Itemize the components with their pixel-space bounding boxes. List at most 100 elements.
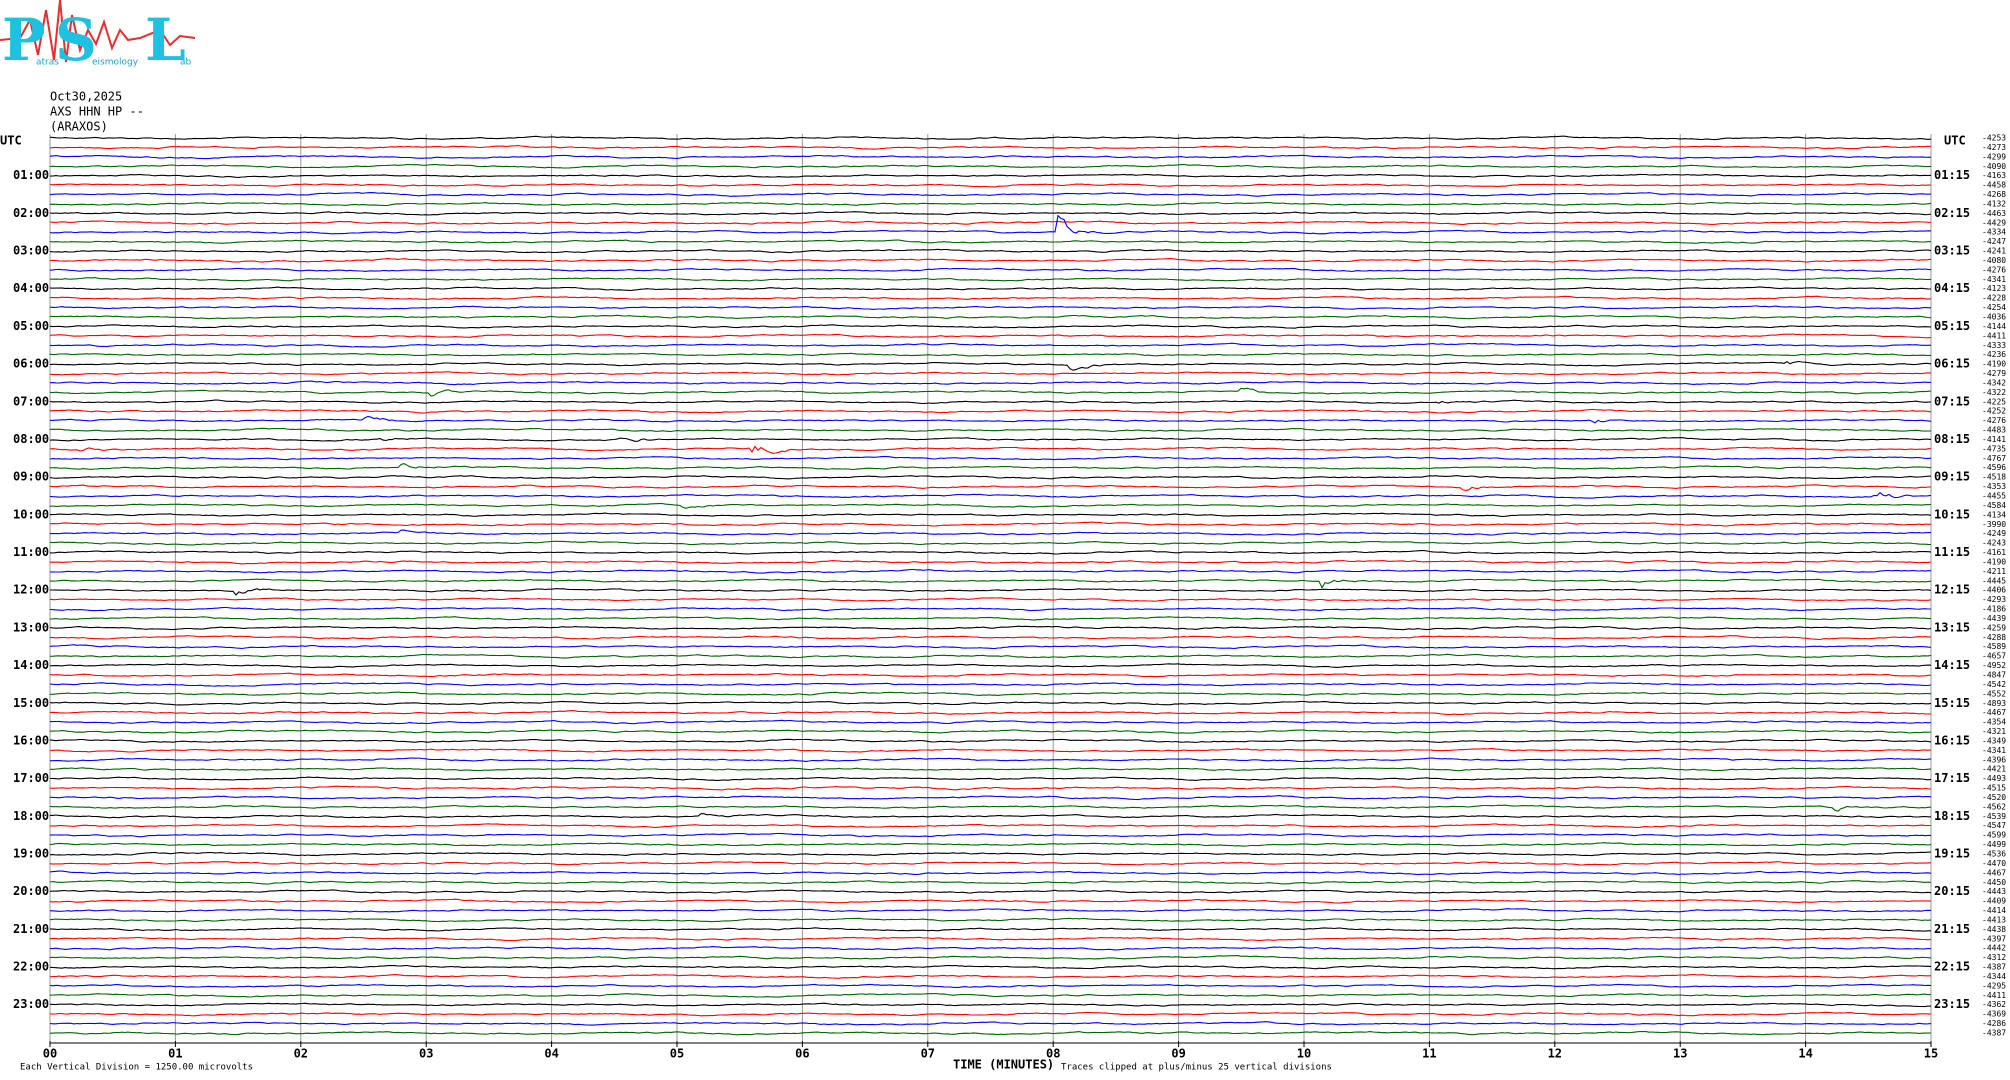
logo-wave [0, 0, 196, 63]
trace-offset: -4596 [1982, 463, 2006, 472]
trace [49, 992, 1932, 998]
trace-offset: -4132 [1982, 199, 2006, 208]
trace [49, 653, 1932, 659]
logo: P S L atras eismology ab [0, 0, 196, 74]
trace-offset: -4369 [1982, 1010, 2006, 1019]
trace-offset: -4952 [1982, 661, 2006, 670]
trace [49, 738, 1932, 744]
left-hour-label: 20:00 [13, 884, 49, 898]
trace [50, 295, 1932, 300]
trace-offset: -4463 [1982, 209, 2006, 218]
trace-offset: -4455 [1982, 492, 2006, 501]
trace [49, 455, 1932, 461]
left-hour-label: 06:00 [13, 357, 49, 371]
trace-offset: -4342 [1982, 378, 2006, 387]
left-hour-label: 23:00 [13, 997, 49, 1011]
trace-offset: -4134 [1982, 510, 2006, 519]
right-hour-label: 18:15 [1934, 809, 1970, 823]
right-hour-label: 22:15 [1934, 960, 1970, 974]
trace [49, 415, 1932, 424]
trace [49, 324, 1932, 329]
trace-offset: -4893 [1982, 699, 2006, 708]
trace [49, 154, 1932, 160]
trace-offset: -4254 [1982, 303, 2006, 312]
trace-offset: -4163 [1982, 171, 2006, 180]
trace-offset: -4397 [1982, 934, 2006, 943]
right-hour-label: 01:15 [1934, 168, 1970, 182]
trace [49, 861, 1932, 866]
trace [49, 1011, 1932, 1017]
x-tick-label: 02 [294, 1047, 308, 1061]
left-hour-label: 16:00 [13, 733, 49, 747]
left-hour-label: 03:00 [13, 244, 49, 258]
trace [49, 286, 1932, 291]
trace-offset: -4252 [1982, 407, 2006, 416]
trace-offset: -4518 [1982, 473, 2006, 482]
right-axis-title: UTC [1944, 134, 1966, 148]
trace-offset: -4409 [1982, 897, 2006, 906]
trace [49, 983, 1932, 988]
trace-offset: -3990 [1982, 520, 2006, 529]
trace [49, 682, 1932, 687]
x-tick-label: 05 [670, 1047, 684, 1061]
trace-offset: -4458 [1982, 181, 2006, 190]
trace [49, 870, 1932, 876]
trace-offset: -4341 [1982, 746, 2006, 755]
right-hour-label: 23:15 [1934, 997, 1970, 1011]
trace-offset: -4080 [1982, 256, 2006, 265]
trace [49, 1030, 1932, 1036]
trace-offset: -4321 [1982, 727, 2006, 736]
trace [49, 183, 1932, 188]
x-axis-label: TIME (MINUTES) [953, 1058, 1054, 1072]
trace [49, 936, 1932, 942]
trace-offset: -4562 [1982, 802, 2006, 811]
trace [49, 700, 1932, 706]
right-hour-label: 05:15 [1934, 319, 1970, 333]
trace [50, 813, 1931, 819]
right-hour-label: 21:15 [1934, 922, 1970, 936]
trace [49, 804, 1932, 812]
trace-offset: -4445 [1982, 576, 2006, 585]
trace [49, 371, 1931, 376]
trace [49, 248, 1932, 254]
trace-offset: -4493 [1982, 774, 2006, 783]
left-hour-label: 10:00 [13, 507, 49, 521]
trace-offset: -4144 [1982, 322, 2006, 331]
trace [50, 277, 1932, 282]
trace [49, 437, 1932, 442]
trace-offset: -4247 [1982, 237, 2006, 246]
trace-offset: -4411 [1982, 991, 2006, 1000]
trace-offset: -4299 [1982, 152, 2006, 161]
trace [49, 164, 1932, 169]
left-hour-label: 02:00 [13, 206, 49, 220]
trace [49, 387, 1932, 397]
trace [49, 597, 1932, 602]
left-hour-label: 18:00 [13, 809, 49, 823]
trace [49, 578, 1932, 589]
trace [49, 145, 1932, 150]
trace-offset: -4268 [1982, 190, 2006, 199]
trace [49, 606, 1931, 612]
trace-offset: -4439 [1982, 614, 2006, 623]
right-hour-label: 06:15 [1934, 357, 1970, 371]
right-hour-label: 12:15 [1934, 583, 1970, 597]
trace-offset: -4396 [1982, 755, 2006, 764]
left-hour-label: 22:00 [13, 960, 49, 974]
trace [49, 239, 1931, 244]
trace [49, 663, 1932, 669]
trace [50, 314, 1932, 320]
clip-note: Traces clipped at plus/minus 25 vertical… [1061, 1063, 1332, 1073]
trace-offset: -4312 [1982, 953, 2006, 962]
trace [49, 267, 1932, 273]
trace-offset: -4542 [1982, 680, 2006, 689]
trace-offset: -4584 [1982, 501, 2006, 510]
logo-word: ab [180, 58, 192, 68]
left-hour-label: 09:00 [13, 470, 49, 484]
trace [49, 491, 1932, 499]
trace-offset: -4243 [1982, 539, 2006, 548]
left-axis-title: UTC [0, 134, 22, 148]
trace-offset: -4286 [1982, 1019, 2006, 1028]
trace [49, 201, 1932, 207]
trace-offset: -4036 [1982, 313, 2006, 322]
logo-word: eismology [92, 58, 139, 68]
